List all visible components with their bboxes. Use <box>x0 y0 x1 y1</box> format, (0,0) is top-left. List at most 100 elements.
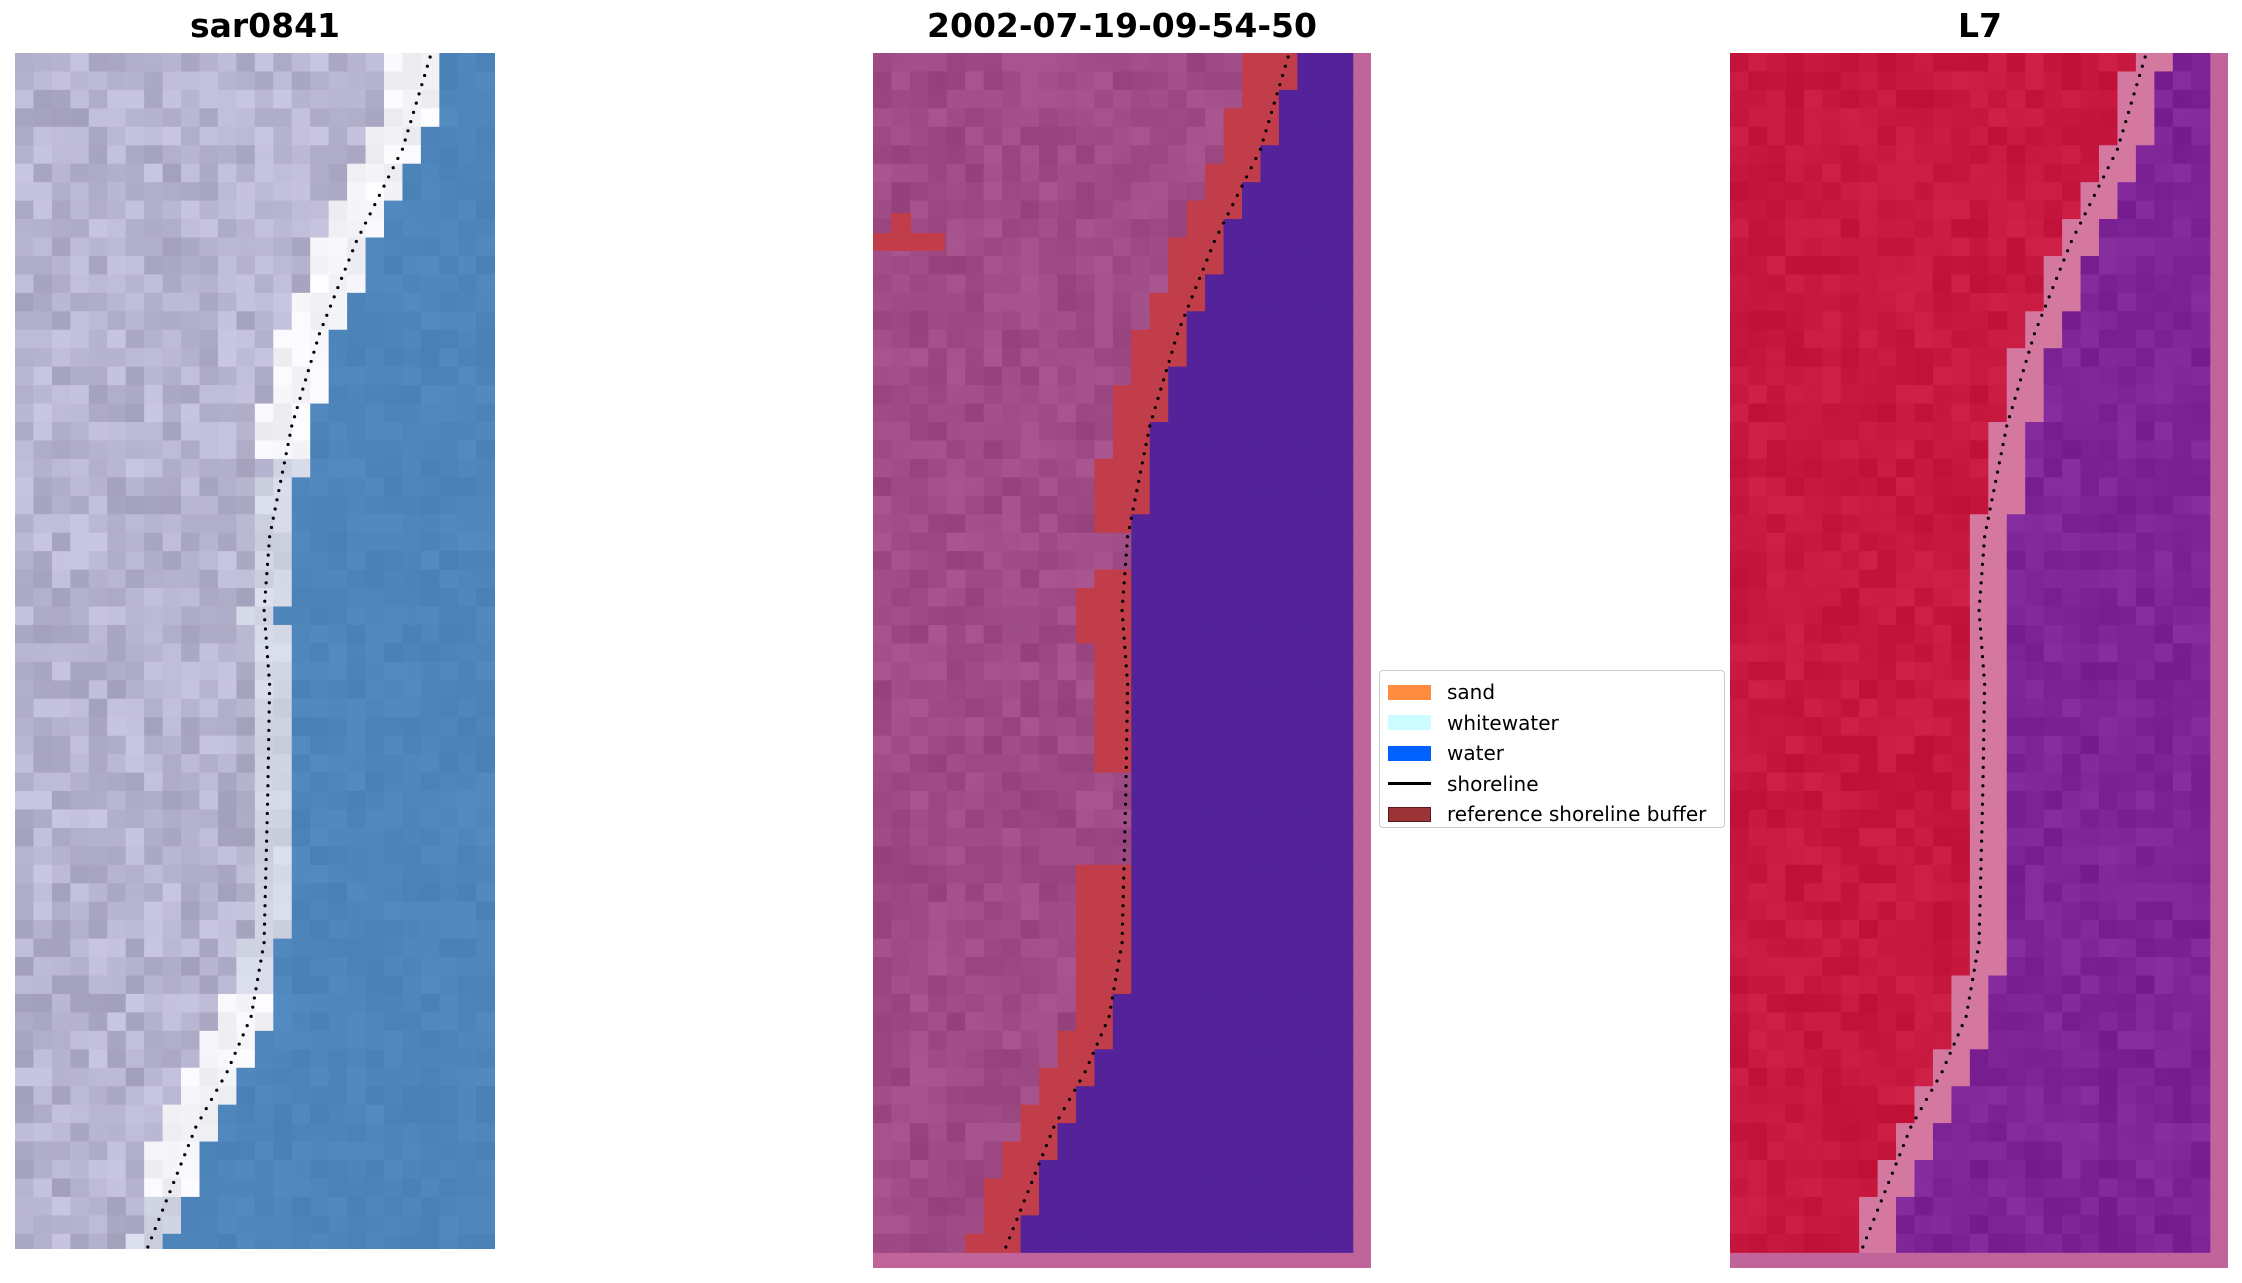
shoreline-point <box>262 931 266 935</box>
shoreline-point <box>209 1097 214 1102</box>
shoreline-point <box>1972 968 1976 972</box>
buffer-swatch-icon <box>1388 806 1431 822</box>
shoreline-point <box>1924 1097 1929 1102</box>
shoreline-point <box>266 553 270 557</box>
shoreline-point <box>1114 977 1118 982</box>
shoreline-point <box>1122 848 1126 852</box>
shoreline-point <box>2043 304 2048 308</box>
shoreline-point <box>266 793 270 797</box>
shoreline-point <box>1131 507 1135 511</box>
shoreline-point <box>1981 793 1985 797</box>
shoreline-point <box>1057 1116 1061 1120</box>
shoreline-point <box>343 267 347 271</box>
shoreline-point <box>1901 1143 1906 1148</box>
shoreline-point <box>1979 867 1983 871</box>
shoreline-point <box>264 867 268 871</box>
shoreline-point <box>1007 1236 1012 1240</box>
shoreline-point <box>1033 1171 1037 1175</box>
shoreline-point <box>382 184 386 188</box>
shoreline-point <box>2069 239 2073 244</box>
shoreline-point <box>409 119 413 124</box>
shoreline-point <box>1194 286 1198 290</box>
shoreline-point <box>2126 110 2131 114</box>
shoreline-point <box>1272 101 1276 105</box>
shoreline-point <box>1142 452 1146 456</box>
shoreline-point <box>1975 950 1980 954</box>
shoreline-point <box>2007 415 2012 419</box>
shoreline-point <box>1997 461 2001 465</box>
shoreline-point <box>1099 1033 1103 1037</box>
shoreline-point <box>373 203 377 207</box>
shoreline-point <box>1979 876 1983 880</box>
shoreline-point <box>1118 950 1123 954</box>
shoreline-point <box>259 959 263 963</box>
shoreline-point <box>1123 839 1127 843</box>
shoreline-point <box>1981 774 1985 779</box>
shoreline-point <box>1909 1125 1913 1129</box>
shoreline-point <box>1150 415 1155 419</box>
shoreline-point <box>263 894 267 899</box>
shoreline-point <box>1107 1014 1111 1019</box>
shoreline-point <box>254 987 258 991</box>
shoreline-point <box>263 627 268 631</box>
shoreline-point <box>1015 1217 1019 1221</box>
shoreline-point <box>1254 156 1258 161</box>
shoreline-point <box>241 1033 245 1037</box>
shoreline-point <box>1164 369 1168 373</box>
shoreline-point <box>2062 258 2066 262</box>
shoreline-point <box>265 811 269 816</box>
shoreline-point <box>303 378 308 382</box>
shoreline-point <box>233 1051 237 1055</box>
shoreline-point <box>1981 553 1985 557</box>
shoreline-point <box>2140 64 2144 68</box>
shoreline-point <box>286 442 290 447</box>
shoreline-point <box>265 655 270 659</box>
shoreline-point <box>1123 562 1128 566</box>
shoreline-point <box>288 433 292 437</box>
shoreline-point <box>420 83 424 87</box>
shoreline-point <box>1156 396 1160 400</box>
shoreline-point <box>1994 479 1998 483</box>
shoreline-point <box>1940 1070 1944 1074</box>
shoreline-point <box>194 1125 198 1129</box>
shoreline-point <box>263 913 267 917</box>
shoreline-point <box>1969 987 1973 991</box>
shoreline-point <box>264 636 268 640</box>
shoreline-point <box>1983 535 1987 539</box>
shoreline-point <box>1868 1226 1872 1231</box>
shoreline-point <box>2106 166 2110 170</box>
shoreline-point <box>1123 802 1128 806</box>
shoreline-point <box>229 1060 233 1065</box>
shoreline-point <box>279 479 283 483</box>
shoreline-point <box>1883 1190 1887 1194</box>
shoreline-point <box>363 221 368 225</box>
shoreline-point <box>298 396 302 400</box>
shoreline-point <box>1115 968 1119 972</box>
shoreline-point <box>164 1199 168 1203</box>
shoreline-point <box>2102 175 2106 179</box>
shoreline-point <box>251 1005 255 1009</box>
shoreline-point <box>1124 784 1128 788</box>
shoreline-point <box>1123 655 1128 659</box>
shoreline-point <box>263 618 267 622</box>
shoreline-point <box>1990 498 1994 502</box>
shoreline-point <box>2143 55 2147 59</box>
shoreline-point <box>245 1024 249 1028</box>
shoreline-point <box>161 1208 165 1212</box>
shoreline-point <box>1120 608 1124 613</box>
shoreline-point <box>321 322 325 327</box>
shoreline-point <box>1167 359 1171 364</box>
shoreline-point <box>339 276 344 280</box>
shoreline-point <box>1978 627 1983 631</box>
shoreline-point <box>1121 885 1126 889</box>
shoreline-point <box>1095 1042 1099 1046</box>
shoreline-point <box>282 461 286 465</box>
shoreline-point <box>262 941 266 945</box>
shoreline-point <box>266 756 270 760</box>
shoreline-point <box>1887 1180 1891 1185</box>
shoreline-point <box>1876 1208 1880 1212</box>
shoreline-point <box>1982 710 1986 714</box>
legend-label-sand: sand <box>1447 680 1496 705</box>
shoreline-point <box>2078 221 2083 225</box>
shoreline-point <box>268 535 272 539</box>
